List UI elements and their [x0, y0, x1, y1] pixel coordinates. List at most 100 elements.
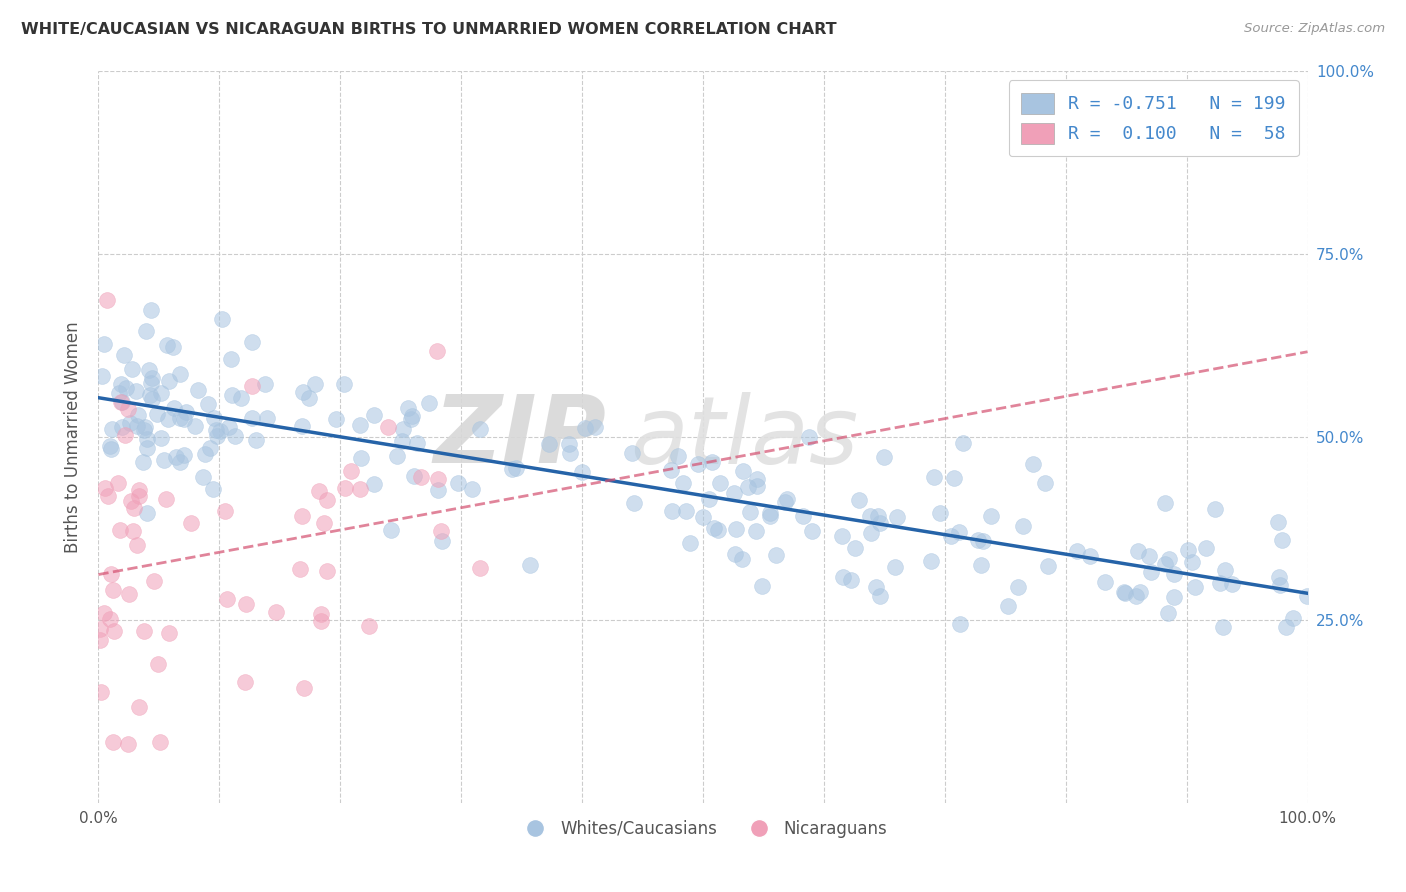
Point: [141, 376, 163, 391]
Point: [1212, 620, 1234, 634]
Point: [141, 371, 163, 385]
Point: [340, 464, 363, 478]
Point: [100, 422, 122, 436]
Point: [1157, 607, 1180, 621]
Point: [112, 348, 135, 362]
Point: [427, 472, 450, 486]
Point: [883, 559, 905, 574]
Point: [205, 429, 228, 443]
Point: [1094, 574, 1116, 589]
Point: [1209, 576, 1232, 591]
Point: [197, 397, 219, 411]
Point: [308, 483, 330, 498]
Point: [191, 470, 214, 484]
Point: [865, 580, 887, 594]
Point: [1296, 589, 1319, 603]
Point: [235, 597, 257, 611]
Point: [350, 450, 373, 465]
Point: [1036, 559, 1059, 574]
Point: [202, 410, 225, 425]
Point: [745, 472, 768, 486]
Point: [1114, 586, 1136, 600]
Point: [377, 419, 399, 434]
Point: [349, 417, 371, 432]
Point: [309, 607, 332, 621]
Point: [173, 412, 195, 426]
Point: [235, 674, 257, 689]
Point: [558, 446, 581, 460]
Text: Source: ZipAtlas.com: Source: ZipAtlas.com: [1244, 22, 1385, 36]
Point: [468, 561, 491, 575]
Point: [325, 412, 347, 426]
Point: [173, 448, 195, 462]
Point: [139, 387, 162, 401]
Point: [738, 505, 761, 519]
Point: [666, 449, 689, 463]
Point: [114, 428, 136, 442]
Point: [1139, 565, 1161, 579]
Point: [169, 455, 191, 469]
Point: [406, 435, 429, 450]
Point: [219, 352, 242, 367]
Point: [505, 461, 527, 475]
Point: [187, 384, 209, 398]
Point: [679, 536, 702, 550]
Point: [859, 508, 882, 523]
Point: [461, 482, 484, 496]
Point: [135, 325, 157, 339]
Point: [93, 482, 115, 496]
Point: [776, 492, 799, 507]
Point: [519, 558, 541, 572]
Point: [942, 471, 965, 485]
Point: [91, 369, 114, 384]
Point: [737, 480, 759, 494]
Point: [751, 579, 773, 593]
Point: [1181, 555, 1204, 569]
Point: [731, 551, 754, 566]
Point: [132, 624, 155, 638]
Point: [103, 583, 125, 598]
Legend: Whites/Caucasians, Nicaraguans: Whites/Caucasians, Nicaraguans: [512, 813, 894, 844]
Point: [1177, 542, 1199, 557]
Point: [107, 476, 129, 491]
Point: [122, 501, 145, 516]
Point: [312, 516, 335, 530]
Point: [470, 422, 492, 436]
Point: [333, 376, 356, 391]
Point: [224, 429, 246, 443]
Point: [128, 699, 150, 714]
Point: [157, 374, 180, 388]
Point: [703, 521, 725, 535]
Point: [297, 391, 319, 405]
Point: [98, 612, 121, 626]
Point: [1195, 541, 1218, 555]
Point: [98, 439, 121, 453]
Point: [201, 482, 224, 496]
Point: [1184, 580, 1206, 594]
Point: [1271, 533, 1294, 548]
Point: [240, 334, 263, 349]
Point: [949, 616, 972, 631]
Point: [124, 384, 146, 398]
Point: [1213, 563, 1236, 577]
Point: [869, 589, 891, 603]
Point: [315, 493, 337, 508]
Point: [1125, 589, 1147, 603]
Point: [869, 516, 891, 530]
Point: [661, 504, 683, 518]
Point: [97, 489, 120, 503]
Point: [155, 491, 177, 506]
Point: [997, 599, 1019, 614]
Point: [859, 526, 882, 541]
Point: [1275, 620, 1298, 634]
Point: [245, 434, 267, 448]
Point: [128, 483, 150, 497]
Point: [792, 508, 814, 523]
Point: [801, 524, 824, 539]
Point: [89, 622, 111, 636]
Point: [1035, 476, 1057, 491]
Point: [134, 419, 156, 434]
Point: [707, 523, 730, 537]
Point: [363, 408, 385, 422]
Point: [623, 496, 645, 510]
